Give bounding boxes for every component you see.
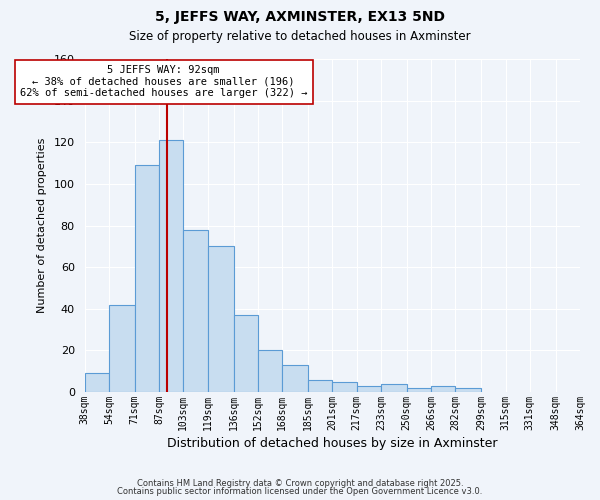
Y-axis label: Number of detached properties: Number of detached properties — [37, 138, 47, 313]
Text: Contains public sector information licensed under the Open Government Licence v3: Contains public sector information licen… — [118, 487, 482, 496]
Bar — [208, 246, 233, 392]
Bar — [135, 165, 159, 392]
Text: Size of property relative to detached houses in Axminster: Size of property relative to detached ho… — [129, 30, 471, 43]
X-axis label: Distribution of detached houses by size in Axminster: Distribution of detached houses by size … — [167, 437, 497, 450]
Bar — [282, 365, 308, 392]
Bar — [407, 388, 431, 392]
Bar — [109, 304, 135, 392]
Text: Contains HM Land Registry data © Crown copyright and database right 2025.: Contains HM Land Registry data © Crown c… — [137, 478, 463, 488]
Text: 5, JEFFS WAY, AXMINSTER, EX13 5ND: 5, JEFFS WAY, AXMINSTER, EX13 5ND — [155, 10, 445, 24]
Bar — [85, 374, 109, 392]
Bar — [159, 140, 184, 392]
Bar — [332, 382, 356, 392]
Bar — [308, 380, 332, 392]
Bar — [381, 384, 407, 392]
Bar — [184, 230, 208, 392]
Bar — [356, 386, 381, 392]
Bar — [233, 315, 258, 392]
Bar — [455, 388, 481, 392]
Bar — [258, 350, 282, 392]
Text: 5 JEFFS WAY: 92sqm
← 38% of detached houses are smaller (196)
62% of semi-detach: 5 JEFFS WAY: 92sqm ← 38% of detached hou… — [20, 65, 307, 98]
Bar — [431, 386, 455, 392]
